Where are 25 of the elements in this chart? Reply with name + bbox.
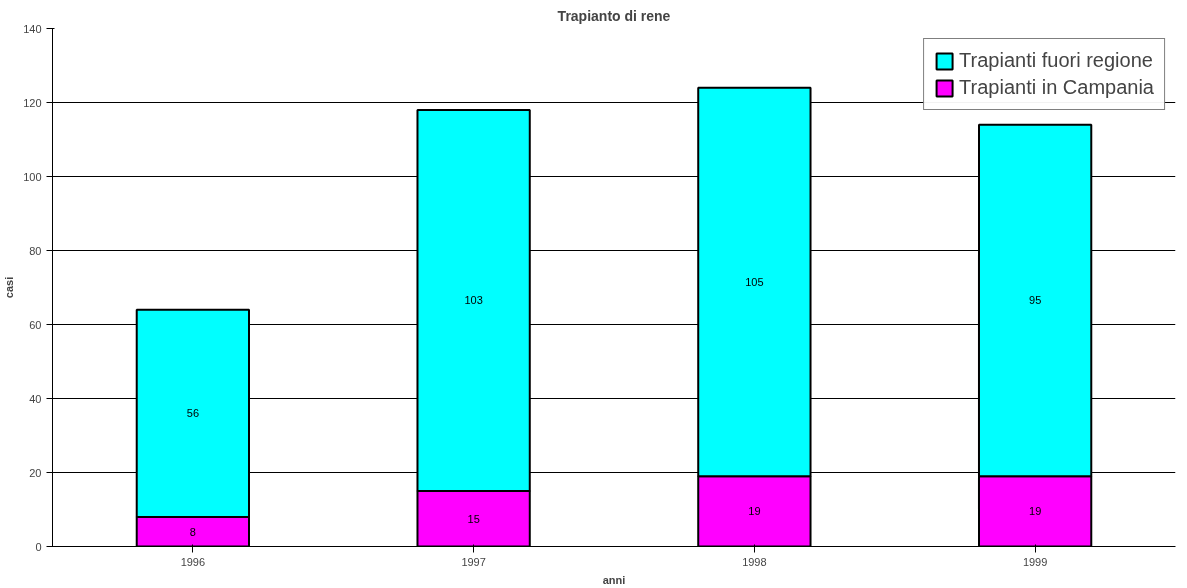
- x-tick-label: 1998: [742, 555, 767, 568]
- chart-title: Trapianto di rene: [557, 7, 671, 24]
- y-tick-label: 0: [35, 540, 42, 553]
- legend-label: Trapianti fuori regione: [959, 49, 1153, 72]
- x-tick-label: 1997: [461, 555, 486, 568]
- y-tick-label: 140: [23, 22, 42, 35]
- data-label: 15: [467, 512, 480, 525]
- x-tick-label: 1999: [1022, 555, 1048, 568]
- data-label: 19: [1029, 505, 1042, 518]
- y-tick-label: 100: [23, 170, 42, 183]
- legend-label: Trapianti in Campania: [959, 76, 1154, 99]
- data-label: 103: [464, 294, 483, 307]
- data-label: 8: [189, 525, 196, 538]
- x-tick-label: 1996: [180, 555, 206, 568]
- y-tick-label: 40: [29, 392, 42, 405]
- y-tick-label: 120: [23, 96, 42, 109]
- data-label: 105: [745, 275, 764, 288]
- y-tick-label: 20: [29, 466, 42, 479]
- y-tick-label: 80: [29, 244, 42, 257]
- y-axis-title: casi: [3, 276, 16, 299]
- data-label: 19: [748, 505, 761, 518]
- data-label: 95: [1029, 294, 1042, 307]
- x-axis-title: anni: [602, 573, 626, 586]
- data-label: 56: [186, 407, 200, 420]
- y-tick-label: 60: [29, 318, 42, 331]
